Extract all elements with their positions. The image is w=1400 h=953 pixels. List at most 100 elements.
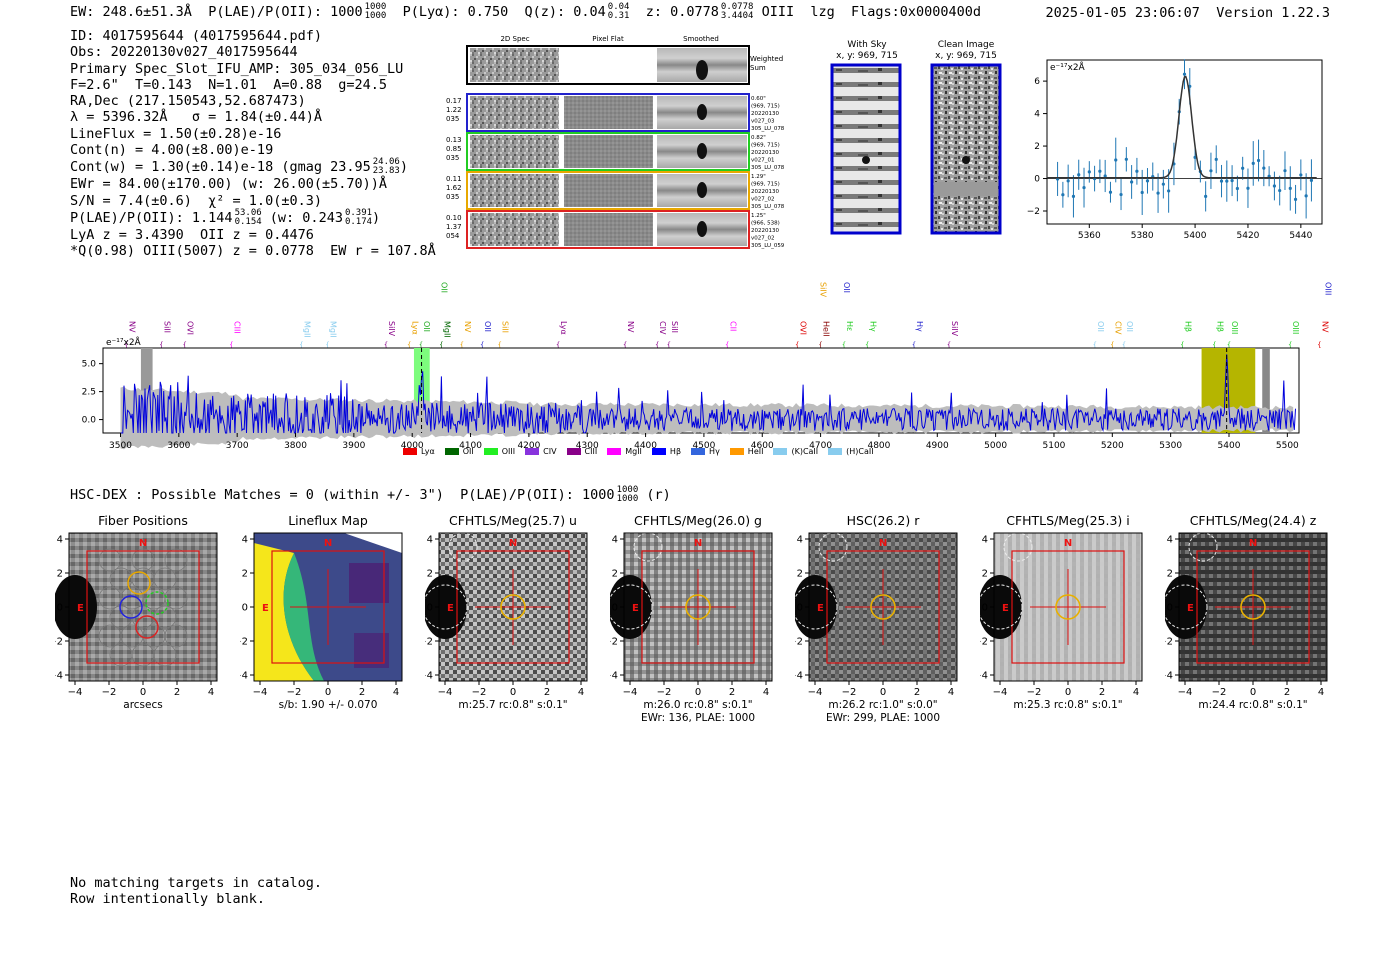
ew-value: EW: 248.6±51.3Å <box>70 4 192 20</box>
legend-label: CIV <box>543 447 557 456</box>
stamp-aperture <box>1055 594 1081 620</box>
line-label: SiII <box>670 321 679 333</box>
stamp-ytick-label: 4 <box>612 535 618 546</box>
stamp-region-box <box>1011 550 1125 664</box>
stamp-north: N <box>694 538 702 549</box>
line-label: NV <box>626 321 635 333</box>
info-primary: Primary Spec_Slot_IFU_AMP: 305_034_056_L… <box>70 60 404 77</box>
legend-label: OII <box>462 447 474 456</box>
stamp-caption: arcsecs <box>123 699 162 711</box>
stamp-ytick-label: 2 <box>612 569 618 580</box>
zoom-data-point <box>1119 192 1123 197</box>
stamp-title: Fiber Positions <box>98 513 188 528</box>
hsc-summary: HSC-DEX : Possible Matches = 0 (within +… <box>70 485 671 504</box>
line-label: CIV <box>1113 321 1122 335</box>
stamp-ytick-label: 2 <box>242 569 248 580</box>
stamp-xtick-label: 4 <box>393 687 399 698</box>
col-smoothed: Smoothed <box>683 35 719 43</box>
legend-label: OIII <box>501 447 516 456</box>
fiber-circle <box>164 548 188 572</box>
stamp-xtick-label: 0 <box>140 687 146 698</box>
stamp-title: HSC(26.2) r <box>847 513 921 528</box>
stamp-title: CFHTLS/Meg(26.0) g <box>634 513 762 528</box>
stamp-region-box <box>826 550 940 664</box>
zoom-data-point <box>1108 190 1113 194</box>
spec-row-left-label: 1.37 <box>446 223 462 231</box>
stamp-xtick-label: 2 <box>544 687 550 698</box>
sky-cutout-image <box>830 63 902 235</box>
line-label: NV <box>127 321 136 333</box>
stamp-ytick-label: −2 <box>610 637 618 648</box>
spec-row-2dspec <box>470 135 559 168</box>
stamp-ytick-label: 0 <box>57 603 63 614</box>
stamp-xtick-label: 0 <box>1065 687 1071 698</box>
line-label: OIII <box>1291 321 1300 334</box>
stamp-xtick-label: 2 <box>1284 687 1290 698</box>
stamp-xtick-label: −2 <box>472 687 487 698</box>
spec-row-right-label: 20220130 <box>751 189 779 195</box>
stamp-ytick-label: 0 <box>242 603 248 614</box>
stamp-ytick-label: −4 <box>240 671 248 682</box>
stamp-xtick-label: 0 <box>510 687 516 698</box>
spectrum-marks: 3500 3600 3700 3800 3900 4000 4100 4200 4300 4400… <box>82 348 1299 451</box>
legend-item: OIII <box>483 447 516 456</box>
zoom-data-point <box>1209 169 1213 173</box>
zoom-data-point <box>1066 179 1070 183</box>
stamp-xtick-label: 0 <box>1250 687 1256 698</box>
spec-row-left-label: 0.13 <box>446 136 462 144</box>
stamp-xtick-label: −4 <box>993 687 1008 698</box>
spec-row-pixelflat <box>564 135 653 168</box>
zoom-data-point <box>1293 197 1298 201</box>
zoom-xtick-label: 5420 <box>1237 231 1260 240</box>
line-label: OVI <box>186 321 195 335</box>
spec-row-right-label: 305_LU_059 <box>751 243 785 249</box>
line-label-tick: { <box>497 341 501 349</box>
legend-swatch <box>403 448 417 455</box>
line-label-tick: { <box>1110 341 1114 349</box>
stamp-north: N <box>324 538 332 549</box>
cutout-panel: With Sky x, y: 969, 715 Clean Image x, y… <box>830 40 1002 235</box>
line-label: OII <box>422 321 431 332</box>
spec-row-right-label: 305_LU_078 <box>751 204 785 210</box>
zoom-data-point <box>1241 166 1245 170</box>
legend-item: MgII <box>607 447 642 456</box>
spectrum-xtick-label: 3900 <box>342 441 365 451</box>
legend-label: CIII <box>584 447 598 456</box>
line-label-tick: { <box>818 341 822 349</box>
spectrum-xtick-label: 5400 <box>1218 441 1241 451</box>
stamp-xtick-label: −2 <box>1027 687 1042 698</box>
zoom-data-point <box>1288 186 1292 190</box>
footer-line-1: No matching targets in catalog. <box>70 875 322 891</box>
spec-row-left-label: 1.22 <box>446 106 462 114</box>
line-label-tick: { <box>325 341 329 349</box>
stamp-aperture <box>685 594 711 620</box>
spec-row-left-label: 0.85 <box>446 145 462 153</box>
fiber-circle <box>164 586 188 610</box>
line-label: OII <box>483 321 492 332</box>
stamp-caption: s/b: 1.90 +/- 0.070 <box>279 699 378 711</box>
zoom-data-point <box>1167 189 1171 193</box>
line-label-tick: { <box>299 341 303 349</box>
stamp-ytick-label: −2 <box>795 637 803 648</box>
stamp-ytick-label: 2 <box>1167 569 1173 580</box>
line-label: Hε <box>845 321 854 331</box>
line-label: CIII <box>232 321 241 334</box>
spectrum-xtick-label: 4700 <box>809 441 832 451</box>
legend-item: Hγ <box>691 447 720 456</box>
zoom-xtick-label: 5380 <box>1131 231 1154 240</box>
spec-row-right-label: 1.25" <box>751 213 766 219</box>
line-label-tick: { <box>1122 341 1126 349</box>
spec-row-left-label: 035 <box>446 154 459 162</box>
line-label-tick: { <box>912 341 916 349</box>
stamp-ytick-label: 2 <box>982 569 988 580</box>
zoom-data-point <box>1061 193 1065 197</box>
zoom-fit-curve <box>1047 75 1317 179</box>
line-label-tick: { <box>480 341 484 349</box>
stamp-xtick-label: −4 <box>1178 687 1193 698</box>
legend-swatch <box>607 448 622 455</box>
line-label: Hβ <box>1183 321 1192 332</box>
line-label-tick: { <box>667 341 671 349</box>
spectrum-ytick-label: 0.0 <box>82 416 97 426</box>
line-label-tick: { <box>439 341 443 349</box>
